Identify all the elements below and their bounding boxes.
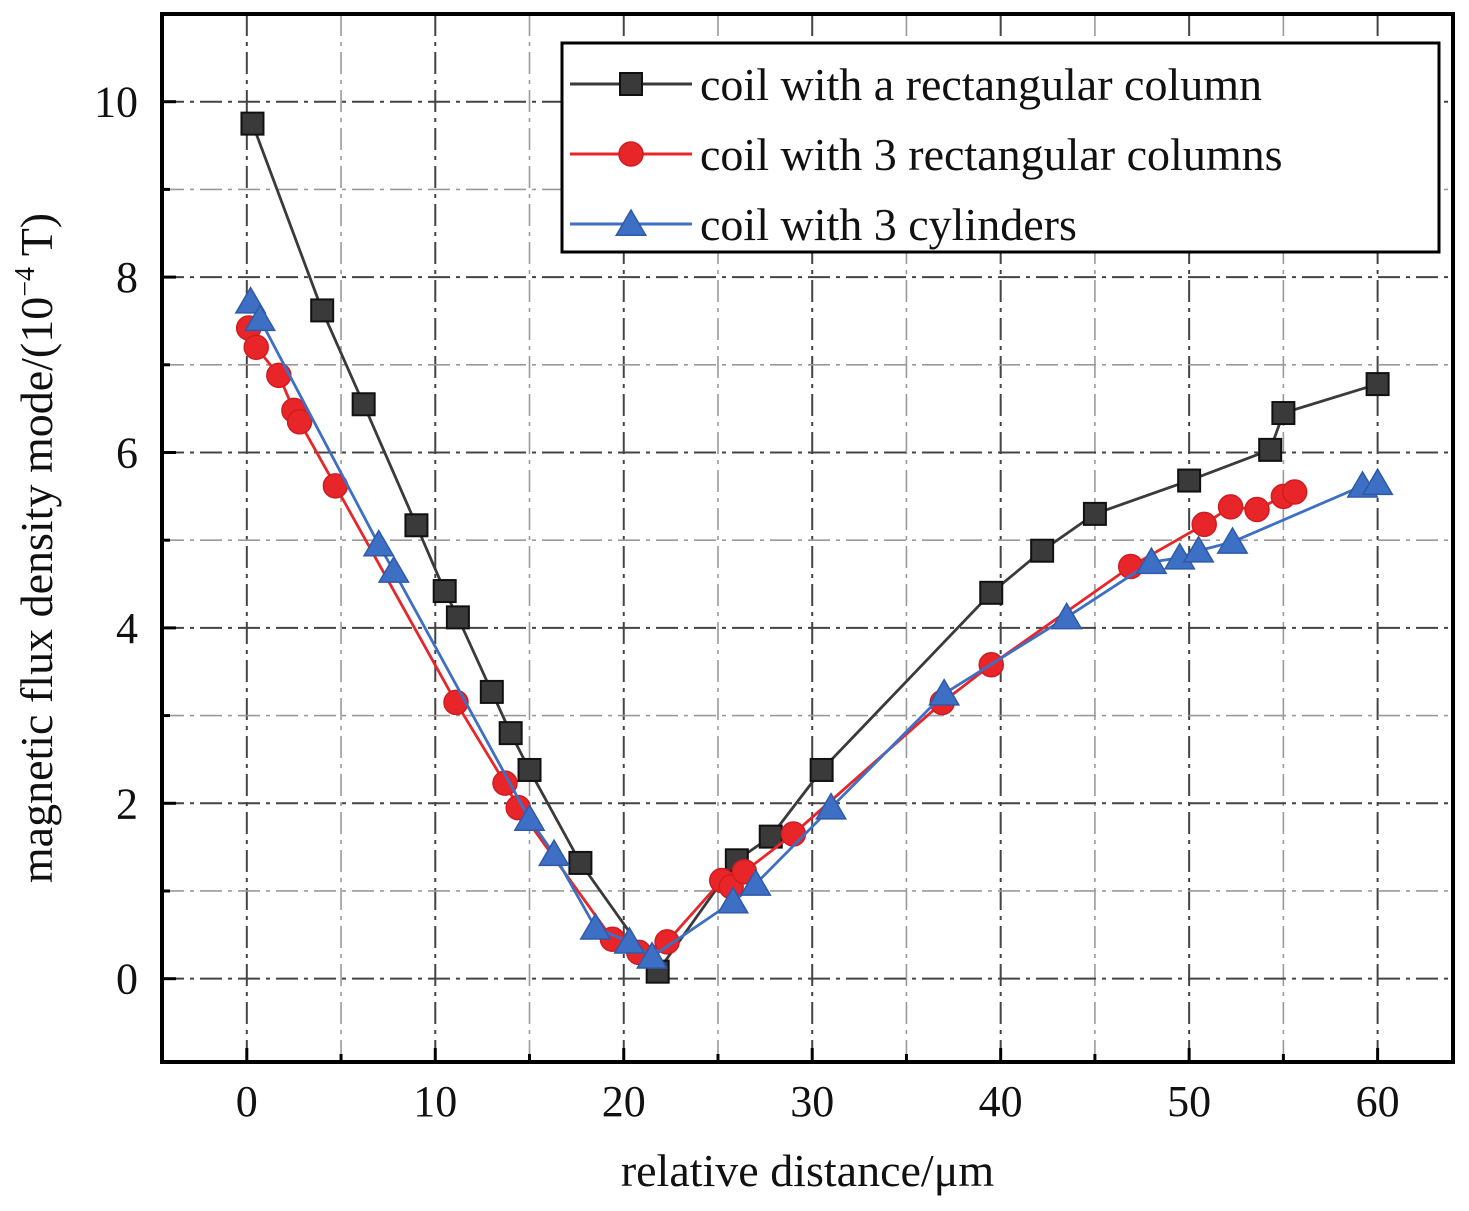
y-tick-label: 2 xyxy=(116,779,138,828)
data-point xyxy=(1365,372,1390,397)
data-point xyxy=(538,838,571,867)
y-axis-title-prefix: magnetic flux density mode/(10 xyxy=(11,297,62,883)
x-tick-label: 20 xyxy=(602,1077,646,1126)
plot-frame xyxy=(160,12,1455,1064)
data-point xyxy=(568,850,593,875)
series-3 xyxy=(234,286,1394,969)
data-point xyxy=(479,679,504,704)
data-point xyxy=(1177,468,1202,493)
y-tick-label: 4 xyxy=(116,604,138,653)
axis-ticks: 0 10 20 30 40 50 60 0 2 4 6 8 10 xyxy=(94,78,1400,1126)
data-point xyxy=(1361,467,1394,496)
data-point xyxy=(780,821,807,847)
data-point xyxy=(928,678,961,706)
data-point xyxy=(1135,546,1168,575)
data-point xyxy=(498,721,523,746)
x-tick-label: 0 xyxy=(236,1077,258,1126)
data-point xyxy=(717,886,750,914)
y-tick-label: 6 xyxy=(116,428,138,477)
legend-marker xyxy=(614,208,648,236)
legend-marker xyxy=(618,141,644,167)
data-point xyxy=(613,926,646,954)
data-point xyxy=(362,529,395,557)
data-point xyxy=(739,868,772,896)
legend-label: coil with 3 rectangular columns xyxy=(700,129,1283,180)
data-point xyxy=(979,580,1004,605)
legend-label: coil with a rectangular column xyxy=(700,59,1262,110)
data-point xyxy=(377,555,410,583)
series-line xyxy=(247,327,1296,954)
data-point xyxy=(1216,526,1249,554)
data-point xyxy=(240,111,265,136)
data-point xyxy=(1030,538,1055,563)
data-point xyxy=(404,513,429,538)
data-point xyxy=(1191,511,1217,538)
data-point xyxy=(1050,601,1083,630)
data-point xyxy=(1217,494,1244,520)
x-tick-label: 40 xyxy=(979,1077,1023,1126)
data-point xyxy=(266,362,292,389)
data-point xyxy=(1281,479,1308,505)
x-tick-label: 10 xyxy=(413,1077,457,1126)
legend-marker xyxy=(619,72,643,96)
data-point xyxy=(1258,437,1283,462)
x-axis-title: relative distance/μm xyxy=(621,1145,995,1196)
x-tick-label: 60 xyxy=(1356,1077,1400,1126)
data-point xyxy=(310,298,335,323)
legend-label: coil with 3 cylinders xyxy=(700,199,1077,250)
data-point xyxy=(1082,501,1107,526)
y-tick-label: 8 xyxy=(116,253,138,302)
data-point xyxy=(517,757,542,782)
data-point xyxy=(1182,535,1215,563)
data-point xyxy=(243,334,269,361)
data-point xyxy=(432,579,457,604)
data-point xyxy=(1271,401,1296,426)
y-tick-label: 10 xyxy=(94,78,138,127)
data-point xyxy=(286,409,313,435)
data-point xyxy=(1244,496,1270,523)
data-point xyxy=(579,912,612,940)
data-point xyxy=(492,770,518,796)
data-point xyxy=(243,303,277,332)
data-point xyxy=(351,392,376,417)
series-1 xyxy=(240,111,1390,984)
series-group xyxy=(234,111,1394,984)
series-line xyxy=(249,300,1378,959)
legend-box xyxy=(560,41,1441,254)
legend: coil with a rectangular column coil with … xyxy=(560,41,1441,254)
y-axis-title: magnetic flux density mode/(10−4 T) xyxy=(10,213,62,883)
data-point xyxy=(513,803,546,832)
data-point xyxy=(445,605,470,630)
data-point xyxy=(815,792,848,820)
data-point xyxy=(809,757,834,782)
y-axis-title-suffix: T) xyxy=(11,213,62,267)
x-tick-label: 30 xyxy=(790,1077,834,1126)
y-tick-label: 0 xyxy=(116,955,138,1004)
data-point xyxy=(234,286,267,314)
y-axis-title-exponent: −4 xyxy=(10,267,41,297)
data-point xyxy=(636,941,669,969)
x-tick-label: 50 xyxy=(1167,1077,1211,1126)
data-point xyxy=(654,929,680,955)
